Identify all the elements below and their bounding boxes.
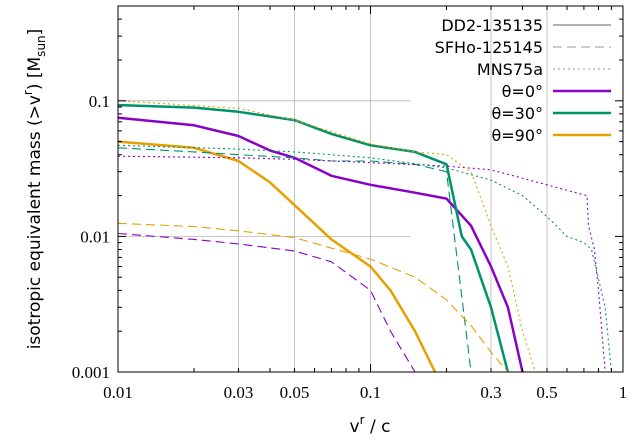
legend-label: θ=90° [491, 126, 543, 145]
series-line [117, 155, 606, 373]
series-line [117, 144, 612, 373]
x-tick-label: 1 [619, 383, 628, 402]
x-tick-label: 0.5 [536, 383, 557, 402]
series-line [117, 103, 510, 373]
series-line [117, 116, 524, 373]
series-lines [117, 100, 612, 373]
grid-lines [118, 6, 548, 372]
x-tick-label: 0.3 [480, 383, 501, 402]
legend-label: θ=0° [502, 82, 543, 101]
series-line [117, 147, 472, 373]
x-tick-label: 0.03 [224, 383, 254, 402]
legend: DD2-135135 SFHo-125145 MNS75a θ=0° θ=30° θ=90… [435, 16, 611, 145]
series-line [117, 232, 416, 373]
x-axis-label: vr / c [350, 413, 391, 437]
x-tick-label: 0.05 [280, 383, 310, 402]
series-line [117, 222, 509, 373]
x-tick-label: 0.1 [360, 383, 381, 402]
y-axis-label: isotropic equivalent mass (>vr) [Msun] [21, 29, 48, 350]
legend-label: θ=30° [491, 104, 543, 123]
y-tick-label: 0.01 [80, 227, 110, 246]
x-tick-label: 0.01 [103, 383, 133, 402]
axis-ticks: 0.01 0.03 0.05 0.1 0.3 0.5 10.10.010.001 [72, 5, 628, 402]
y-tick-label: 0.001 [72, 363, 110, 382]
series-line [117, 140, 437, 373]
y-tick-label: 0.1 [89, 92, 110, 111]
legend-label: SFHo-125145 [435, 38, 543, 57]
legend-label: DD2-135135 [441, 16, 543, 35]
legend-label: MNS75a [477, 60, 543, 79]
